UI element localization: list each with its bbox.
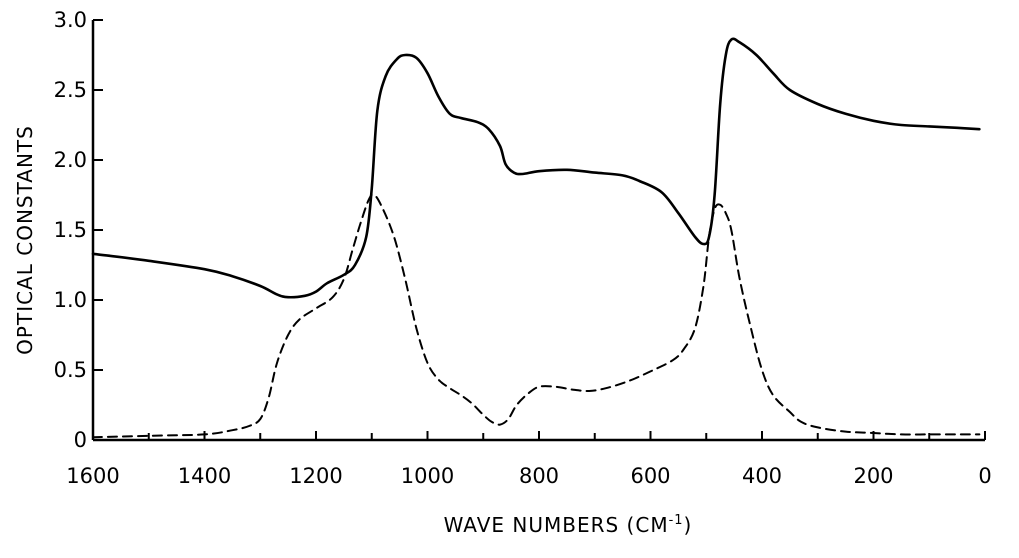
series-line-dashed [92,193,981,439]
y-tick-label: 2.0 [54,148,87,172]
y-axis-ticks: 0 0.5 1.0 1.5 2.0 2.5 3.0 [54,8,103,452]
x-tick-label: 1200 [289,464,342,488]
plot-area [91,20,985,442]
y-tick-label: 1.0 [54,288,87,312]
y-axis-title: OPTICAL CONSTANTS [13,125,37,355]
x-tick-label: 1600 [66,464,119,488]
y-tick-label: 2.5 [54,78,87,102]
x-tick-label: 400 [742,464,782,488]
x-tick-label: 600 [630,464,670,488]
x-axis-title: WAVE NUMBERS (CM-1) [444,513,693,537]
x-tick-label: 0 [978,464,991,488]
y-tick-label: 1.5 [54,218,87,242]
x-tick-label: 800 [519,464,559,488]
y-tick-label: 3.0 [54,8,87,32]
x-tick-label: 200 [853,464,893,488]
x-tick-label: 1400 [178,464,231,488]
y-tick-label: 0 [74,428,87,452]
y-tick-label: 0.5 [54,358,87,382]
series-layer [91,37,981,439]
x-tick-label: 1000 [401,464,454,488]
x-axis-ticks: 1600 1400 1200 1000 800 600 400 200 0 [66,431,992,488]
series-line-solid [91,37,981,299]
